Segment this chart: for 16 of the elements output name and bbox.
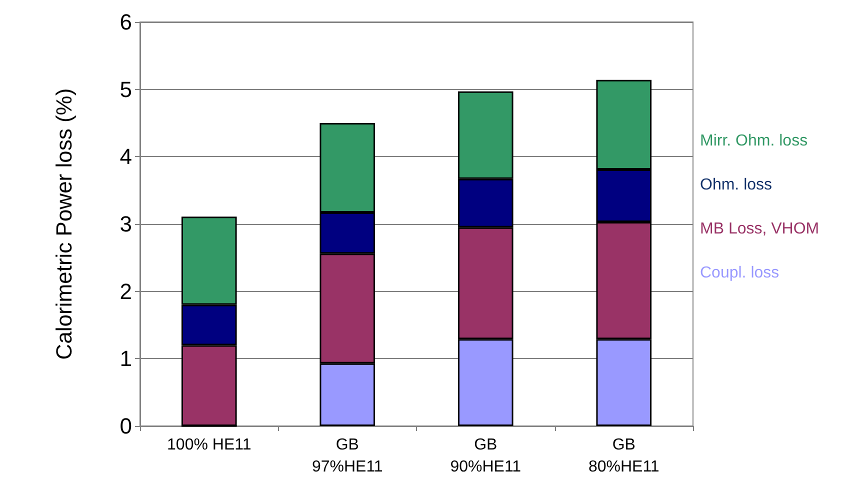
y-tick-label: 0 bbox=[120, 414, 132, 438]
y-tick-label: 5 bbox=[120, 76, 132, 102]
x-tick-label: GB 80%HE11 bbox=[588, 436, 660, 476]
y-axis-title: Calorimetric Power loss (%) bbox=[52, 88, 76, 360]
text: Coupl. loss bbox=[700, 264, 780, 282]
text: Ohm. loss bbox=[700, 176, 772, 194]
y-tick-label: 4 bbox=[120, 144, 132, 170]
y-tick-label: 1 bbox=[120, 346, 132, 372]
x-tick-label: GB 97%HE11 bbox=[312, 436, 383, 476]
y-tick-label: 2 bbox=[120, 278, 132, 304]
text: MB Loss, VHOM bbox=[700, 220, 820, 238]
y-tick-label: 3 bbox=[120, 212, 132, 236]
x-tick-label: 100% HE11 bbox=[167, 436, 252, 454]
x-tick-label: GB 90%HE11 bbox=[450, 436, 522, 476]
text: Mirr. Ohm. loss bbox=[700, 132, 808, 150]
y-tick-label: 6 bbox=[120, 10, 132, 34]
